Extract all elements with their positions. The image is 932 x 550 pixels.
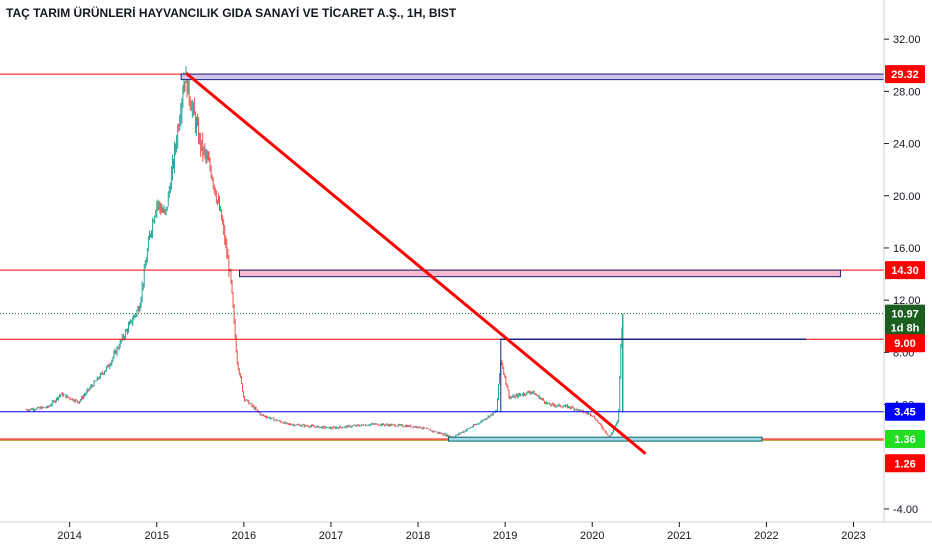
price-tag-label: 1.36 (894, 434, 915, 446)
x-tick-label: 2019 (493, 530, 517, 542)
x-tick-label: 2016 (232, 530, 256, 542)
x-tick-label: 2018 (406, 530, 430, 542)
price-tag-label: 10.97 (891, 309, 919, 321)
x-tick-label: 2022 (754, 530, 778, 542)
zone-rectangle (448, 436, 763, 442)
price-tag (885, 454, 925, 473)
y-tick-label: 20.00 (893, 191, 921, 203)
zone-rectangle (239, 269, 841, 278)
price-tag (885, 318, 925, 337)
x-tick-label: 2020 (580, 530, 604, 542)
y-tick-label: 32.00 (893, 34, 921, 46)
trend-segment (185, 72, 646, 455)
price-tag-label: 1.26 (894, 458, 915, 470)
price-tag (885, 430, 925, 449)
price-tag-label: 1d 8h (891, 323, 920, 335)
x-tick-label: 2014 (57, 530, 81, 542)
price-tag (885, 334, 925, 353)
price-tag-label: 3.45 (894, 407, 915, 419)
y-tick-label: -4.00 (893, 504, 918, 516)
chart-title: TAÇ TARIM ÜRÜNLERİ HAYVANCILIK GIDA SANA… (6, 6, 457, 20)
time-axis[interactable]: 2014 2015 2016 2017 2018 2019 2020 2021 2022 2023 (57, 522, 866, 542)
price-tag-label: 9.00 (894, 338, 915, 350)
price-tag (885, 65, 925, 84)
x-tick-label: 2017 (319, 530, 343, 542)
y-tick-label: 24.00 (893, 139, 921, 151)
price-tag (885, 304, 925, 323)
y-tick-label: 12.00 (893, 295, 921, 307)
price-tag-label: 29.32 (891, 69, 919, 81)
candles (25, 66, 624, 439)
x-tick-label: 2023 (841, 530, 865, 542)
price-tag (885, 402, 925, 421)
x-tick-label: 2015 (145, 530, 169, 542)
x-tick-label: 2021 (667, 530, 691, 542)
zone-rectangle (180, 73, 885, 81)
price-tag-label: 14.30 (891, 265, 919, 277)
y-tick-label: 28.00 (893, 86, 921, 98)
price-tags: 29.32 14.30 10.97 1d 8h 9.00 3.45 1.36 1.26 (885, 65, 925, 473)
y-tick-label: 16.00 (893, 243, 921, 255)
drawings (0, 72, 885, 455)
price-tag (885, 261, 925, 280)
